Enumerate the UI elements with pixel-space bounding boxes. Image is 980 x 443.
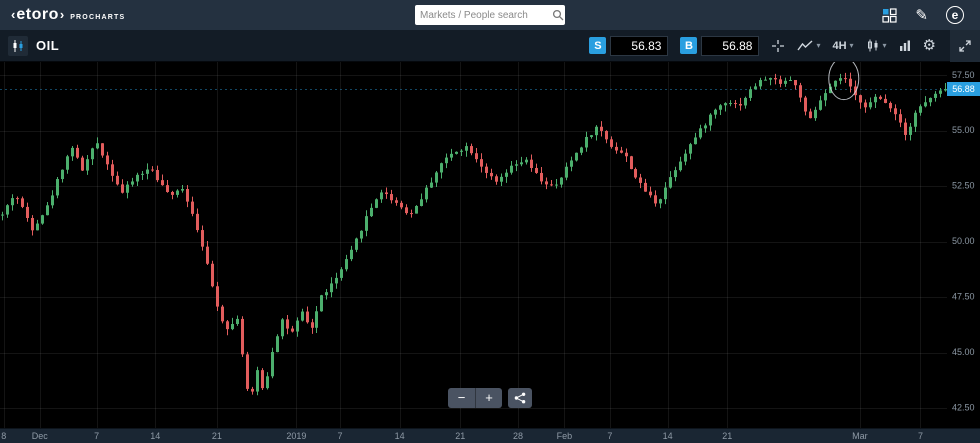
etoro-logo[interactable]: ‹ etoro › PROCHARTS bbox=[10, 6, 125, 24]
etoro-e-icon[interactable]: e bbox=[946, 6, 964, 24]
search-box[interactable] bbox=[415, 5, 565, 25]
zoom-controls: − + bbox=[448, 388, 532, 408]
timeframe-label: 4H bbox=[832, 39, 847, 52]
time-axis-label: 21 bbox=[211, 431, 222, 441]
candles-icon bbox=[867, 39, 878, 52]
settings-gear-icon[interactable]: ⚙ bbox=[922, 37, 936, 54]
toolbar-right: S 56.83 B 56.88 ▾ 4H ▾ bbox=[589, 29, 980, 62]
time-axis-label: 14 bbox=[662, 431, 673, 441]
procharts-label: PROCHARTS bbox=[70, 14, 126, 21]
sell-quote: S 56.83 bbox=[589, 35, 669, 56]
chevron-down-icon: ▾ bbox=[849, 41, 854, 50]
candle-style-dropdown[interactable]: ▾ bbox=[866, 39, 887, 52]
zoom-pill: − + bbox=[448, 388, 502, 408]
layouts-grid-icon[interactable] bbox=[882, 7, 898, 23]
time-axis-label: 7 bbox=[94, 431, 100, 441]
logo-mark-right: › bbox=[59, 7, 65, 22]
crosshair-button[interactable] bbox=[771, 39, 785, 53]
time-axis-label: 7 bbox=[607, 431, 613, 441]
time-axis-label: 14 bbox=[394, 431, 405, 441]
chevron-down-icon: ▾ bbox=[882, 41, 887, 50]
expand-icon bbox=[959, 39, 971, 52]
sell-price[interactable]: 56.83 bbox=[610, 35, 669, 56]
current-price-badge: 56.88 bbox=[947, 82, 980, 97]
time-axis[interactable]: 8 Dec 7 14 21 2019 7 14 21 28 Feb 7 14 21 Mar 7 bbox=[0, 428, 980, 443]
chevron-down-icon: ▾ bbox=[816, 41, 821, 50]
share-button[interactable] bbox=[508, 388, 532, 408]
line-chart-icon bbox=[797, 39, 813, 50]
search-icon[interactable] bbox=[552, 9, 564, 21]
time-axis-label: 7 bbox=[337, 431, 343, 441]
time-axis-label: 8 bbox=[1, 431, 7, 441]
sell-button[interactable]: S bbox=[589, 37, 607, 54]
instrument-candles-icon bbox=[8, 35, 28, 56]
time-axis-label: 14 bbox=[150, 431, 161, 441]
search-input[interactable] bbox=[420, 9, 552, 21]
indicators-button[interactable] bbox=[899, 40, 911, 52]
chart-area[interactable]: 56.88 − + bbox=[0, 62, 980, 428]
buy-button[interactable]: B bbox=[680, 37, 698, 54]
chart-type-dropdown[interactable]: ▾ bbox=[797, 39, 821, 52]
time-axis-label: 7 bbox=[917, 431, 923, 441]
time-axis-label: 21 bbox=[455, 431, 466, 441]
top-actions: ✎ e bbox=[882, 6, 970, 24]
time-axis-label: Dec bbox=[31, 431, 48, 441]
fullscreen-button[interactable] bbox=[950, 29, 980, 62]
zoom-in-button[interactable]: + bbox=[475, 388, 502, 408]
buy-quote: B 56.88 bbox=[680, 35, 760, 56]
timeframe-dropdown[interactable]: 4H ▾ bbox=[832, 40, 853, 52]
logo-mark-left: ‹ bbox=[11, 7, 16, 22]
time-axis-label: 21 bbox=[722, 431, 733, 441]
zoom-out-button[interactable]: − bbox=[457, 390, 466, 405]
chart-toolbar: OIL S 56.83 B 56.88 ▾ bbox=[0, 29, 980, 62]
top-bar: ‹ etoro › PROCHARTS bbox=[0, 0, 980, 30]
brand-name: etoro bbox=[16, 6, 59, 23]
share-icon bbox=[514, 392, 526, 404]
time-axis-label: Feb bbox=[556, 431, 573, 441]
candlestick-chart-canvas[interactable] bbox=[0, 62, 980, 428]
time-axis-label: Mar bbox=[852, 431, 868, 441]
draw-pencil-icon[interactable]: ✎ bbox=[915, 7, 928, 24]
instrument-name: OIL bbox=[36, 38, 60, 53]
time-axis-label: 2019 bbox=[286, 431, 307, 441]
time-axis-label: 28 bbox=[512, 431, 524, 441]
indicators-bars-icon bbox=[899, 40, 910, 51]
buy-price[interactable]: 56.88 bbox=[701, 35, 760, 56]
